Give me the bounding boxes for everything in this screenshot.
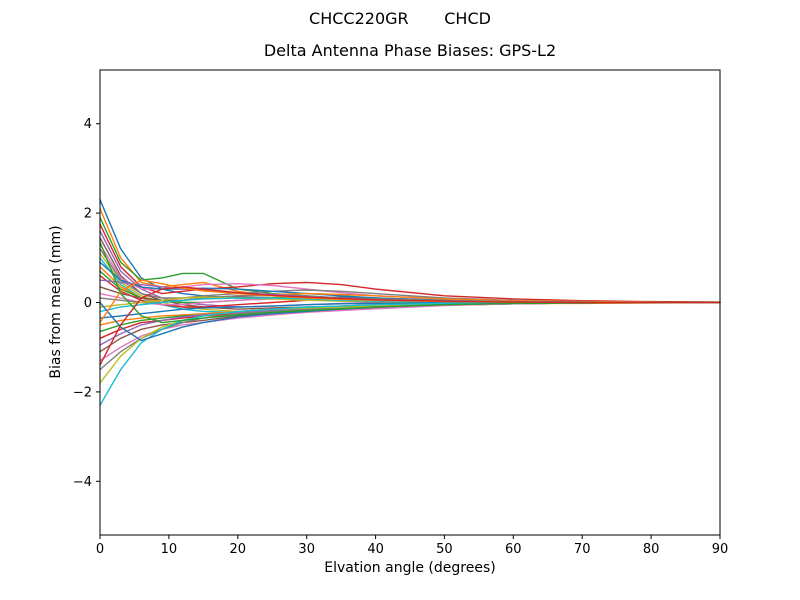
series-line bbox=[99, 241, 721, 324]
chart-title: Delta Antenna Phase Biases: GPS-L2 bbox=[263, 41, 557, 60]
series-line bbox=[99, 301, 721, 406]
y-tick-label: 0 bbox=[84, 296, 92, 311]
x-tick-label: 0 bbox=[96, 542, 104, 557]
y-tick-label: −4 bbox=[73, 475, 92, 490]
x-tick-label: 60 bbox=[505, 542, 522, 557]
series-line bbox=[99, 198, 721, 304]
x-tick-label: 80 bbox=[643, 542, 660, 557]
x-tick-label: 90 bbox=[712, 542, 729, 557]
series-line bbox=[99, 301, 721, 371]
y-tick-label: −2 bbox=[73, 385, 92, 400]
x-axis-label: Elvation angle (degrees) bbox=[324, 560, 496, 576]
y-axis-label: Bias from mean (mm) bbox=[48, 225, 64, 379]
x-tick-label: 10 bbox=[161, 542, 178, 557]
series-line bbox=[99, 301, 721, 362]
x-tick-label: 20 bbox=[230, 542, 247, 557]
figure-suptitle: CHCC220GR CHCD bbox=[309, 9, 491, 28]
y-tick-label: 4 bbox=[84, 117, 92, 132]
series-line bbox=[99, 286, 721, 366]
x-tick-label: 50 bbox=[436, 542, 453, 557]
x-tick-label: 40 bbox=[367, 542, 384, 557]
x-tick-label: 70 bbox=[574, 542, 591, 557]
y-tick-label: 2 bbox=[84, 207, 92, 222]
series-line bbox=[99, 223, 721, 303]
x-tick-label: 30 bbox=[298, 542, 315, 557]
